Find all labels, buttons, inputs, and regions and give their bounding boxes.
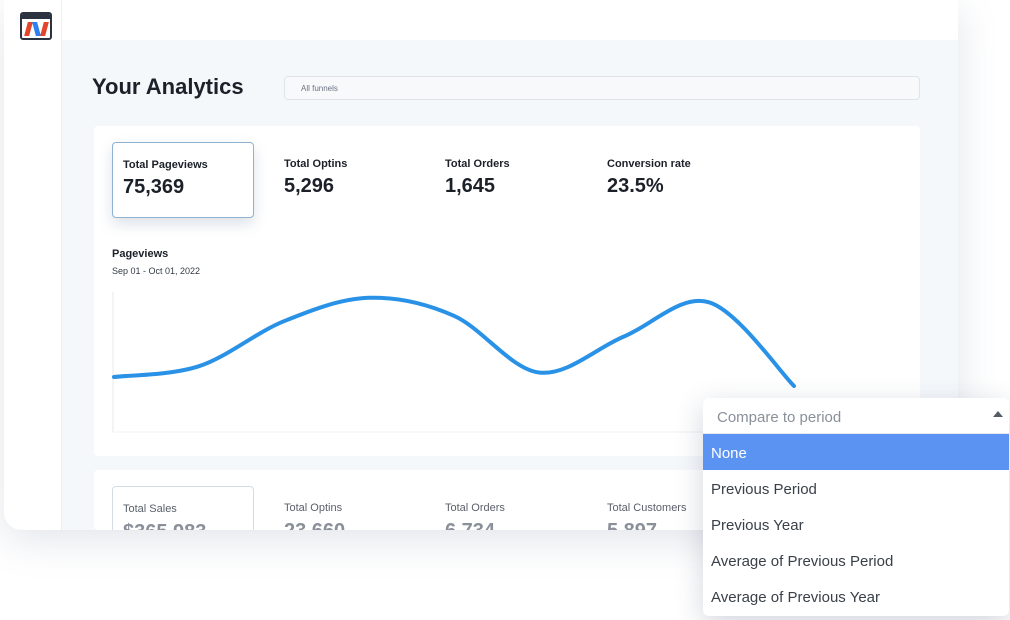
logo-stripe-red-2 — [40, 22, 49, 36]
option-average-previous-year[interactable]: Average of Previous Year — [711, 589, 881, 606]
stat-label: Total Orders — [445, 502, 505, 514]
funnel-select[interactable]: All funnels — [284, 76, 920, 100]
stat-card-sales[interactable]: Total Sales $365,983 — [112, 486, 254, 530]
compare-period-placeholder: Compare to period — [717, 409, 842, 426]
stat-label: Total Customers — [607, 502, 687, 514]
option-previous-period[interactable]: Previous Period — [711, 481, 817, 498]
app-logo[interactable] — [20, 12, 52, 40]
option-none[interactable]: None — [703, 434, 1009, 470]
compare-period-select[interactable]: Compare to period — [703, 398, 1009, 434]
chart-date-range: Sep 01 - Oct 01, 2022 — [112, 266, 201, 276]
chart-title: Pageviews — [112, 248, 169, 260]
option-previous-year[interactable]: Previous Year — [711, 517, 804, 534]
stat-label: Total Optins — [284, 502, 343, 514]
stat-label: Total Pageviews — [123, 159, 208, 171]
sidebar — [4, 0, 62, 530]
stat-value: 1,645 — [445, 175, 496, 197]
compare-period-dropdown[interactable]: Compare to period None Previous Period P… — [703, 398, 1009, 616]
stat-card-total-orders[interactable]: Total Orders 6,734 — [435, 486, 577, 530]
stat-card-optins[interactable]: Total Optins 5,296 — [274, 142, 416, 218]
stat-value: $365,983 — [123, 521, 206, 530]
option-average-previous-period[interactable]: Average of Previous Period — [711, 553, 894, 570]
stat-card-conversion[interactable]: Conversion rate 23.5% — [597, 142, 739, 218]
caret-up-icon[interactable] — [993, 411, 1003, 417]
stat-card-orders[interactable]: Total Orders 1,645 — [435, 142, 577, 218]
stat-value: 5,296 — [284, 175, 335, 197]
logo-bar — [22, 14, 50, 19]
page-title: Your Analytics — [92, 74, 244, 99]
stat-label: Conversion rate — [607, 158, 691, 170]
chart-series-line — [112, 295, 796, 388]
stat-value: 6,734 — [445, 520, 495, 530]
stat-label: Total Orders — [445, 158, 510, 170]
logo-stripe-red — [24, 22, 33, 36]
stat-card-pageviews[interactable]: Total Pageviews 75,369 — [112, 142, 254, 218]
stat-value: 23.5% — [607, 175, 664, 197]
stat-card-total-optins[interactable]: Total Optins 23,660 — [274, 486, 416, 530]
stat-value: 75,369 — [123, 176, 185, 198]
stat-value: 23,660 — [284, 520, 345, 530]
stat-label: Total Optins — [284, 158, 348, 170]
stat-value: 5,897 — [607, 520, 657, 530]
stat-label: Total Sales — [123, 503, 177, 515]
